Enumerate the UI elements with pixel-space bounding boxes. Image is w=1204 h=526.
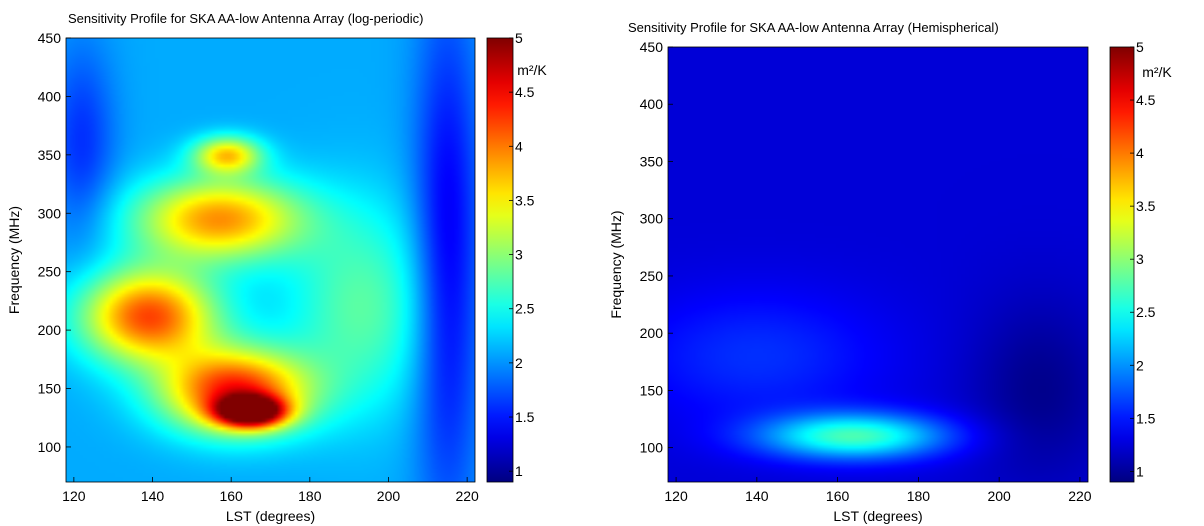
colorbar-tick-label: 2.5 (515, 301, 535, 317)
chart-2: Sensitivity Profile for SKA AA-low Anten… (608, 20, 1172, 524)
colorbar-tick-label: 4 (1136, 145, 1144, 161)
x-tick-label: 160 (219, 488, 243, 504)
y-tick-label: 100 (38, 439, 62, 455)
x-tick-label: 220 (455, 488, 479, 504)
colorbar-tick-label: 5 (1136, 39, 1144, 55)
colorbar-tick-label: 3.5 (1136, 198, 1156, 214)
chart-title: Sensitivity Profile for SKA AA-low Anten… (628, 20, 999, 35)
chart-title: Sensitivity Profile for SKA AA-low Anten… (68, 11, 424, 26)
colorbar-unit-label: m²/K (1142, 64, 1172, 80)
x-tick-label: 200 (987, 488, 1011, 504)
y-tick-label: 300 (640, 211, 664, 227)
colorbar-unit-label: m²/K (517, 62, 547, 78)
y-tick-label: 150 (38, 381, 62, 397)
chart-1: Sensitivity Profile for SKA AA-low Anten… (6, 11, 547, 524)
x-tick-label: 220 (1068, 488, 1092, 504)
colorbar-tick-label: 2 (515, 355, 523, 371)
colorbar (486, 37, 514, 483)
colorbar-tick-label: 4 (515, 138, 523, 154)
heatmap-image (66, 38, 475, 482)
y-tick-label: 350 (640, 153, 664, 169)
x-tick-label: 120 (664, 488, 688, 504)
colorbar-tick-label: 1.5 (1136, 410, 1156, 426)
colorbar-tick-label: 3 (515, 247, 523, 263)
colorbar-tick-label: 4.5 (1136, 92, 1156, 108)
colorbar-tick-label: 3 (1136, 251, 1144, 267)
plot-frame (667, 46, 1089, 483)
y-tick-label: 400 (640, 96, 664, 112)
x-tick-label: 120 (62, 488, 86, 504)
x-axis-label: LST (degrees) (226, 508, 315, 524)
x-tick-label: 180 (298, 488, 322, 504)
y-tick-label: 450 (640, 39, 664, 55)
y-tick-label: 100 (640, 440, 664, 456)
x-tick-label: 140 (745, 488, 769, 504)
x-tick-label: 160 (826, 488, 850, 504)
x-tick-label: 200 (377, 488, 401, 504)
y-tick-label: 200 (640, 325, 664, 341)
y-axis-label: Frequency (MHz) (6, 206, 22, 314)
y-tick-label: 400 (38, 88, 62, 104)
y-tick-label: 150 (640, 382, 664, 398)
colorbar-tick-label: 2 (1136, 357, 1144, 373)
y-tick-label: 350 (38, 147, 62, 163)
y-tick-label: 300 (38, 205, 62, 221)
x-tick-label: 180 (907, 488, 931, 504)
y-tick-label: 250 (38, 264, 62, 280)
plot-frame (65, 37, 476, 483)
colorbar-tick-label: 1 (515, 463, 523, 479)
y-tick-label: 250 (640, 268, 664, 284)
x-axis-label: LST (degrees) (833, 508, 922, 524)
colorbar-tick-label: 1 (1136, 463, 1144, 479)
colorbar-tick-label: 3.5 (515, 192, 535, 208)
y-tick-label: 200 (38, 322, 62, 338)
colorbar-tick-label: 5 (515, 30, 523, 46)
heatmap-image (668, 47, 1088, 482)
colorbar-tick-label: 2.5 (1136, 304, 1156, 320)
colorbar-tick-label: 1.5 (515, 409, 535, 425)
y-axis-label: Frequency (MHz) (608, 210, 624, 318)
colorbar-tick-label: 4.5 (515, 84, 535, 100)
y-tick-label: 450 (38, 30, 62, 46)
x-tick-label: 140 (141, 488, 165, 504)
colorbar (1109, 46, 1135, 483)
